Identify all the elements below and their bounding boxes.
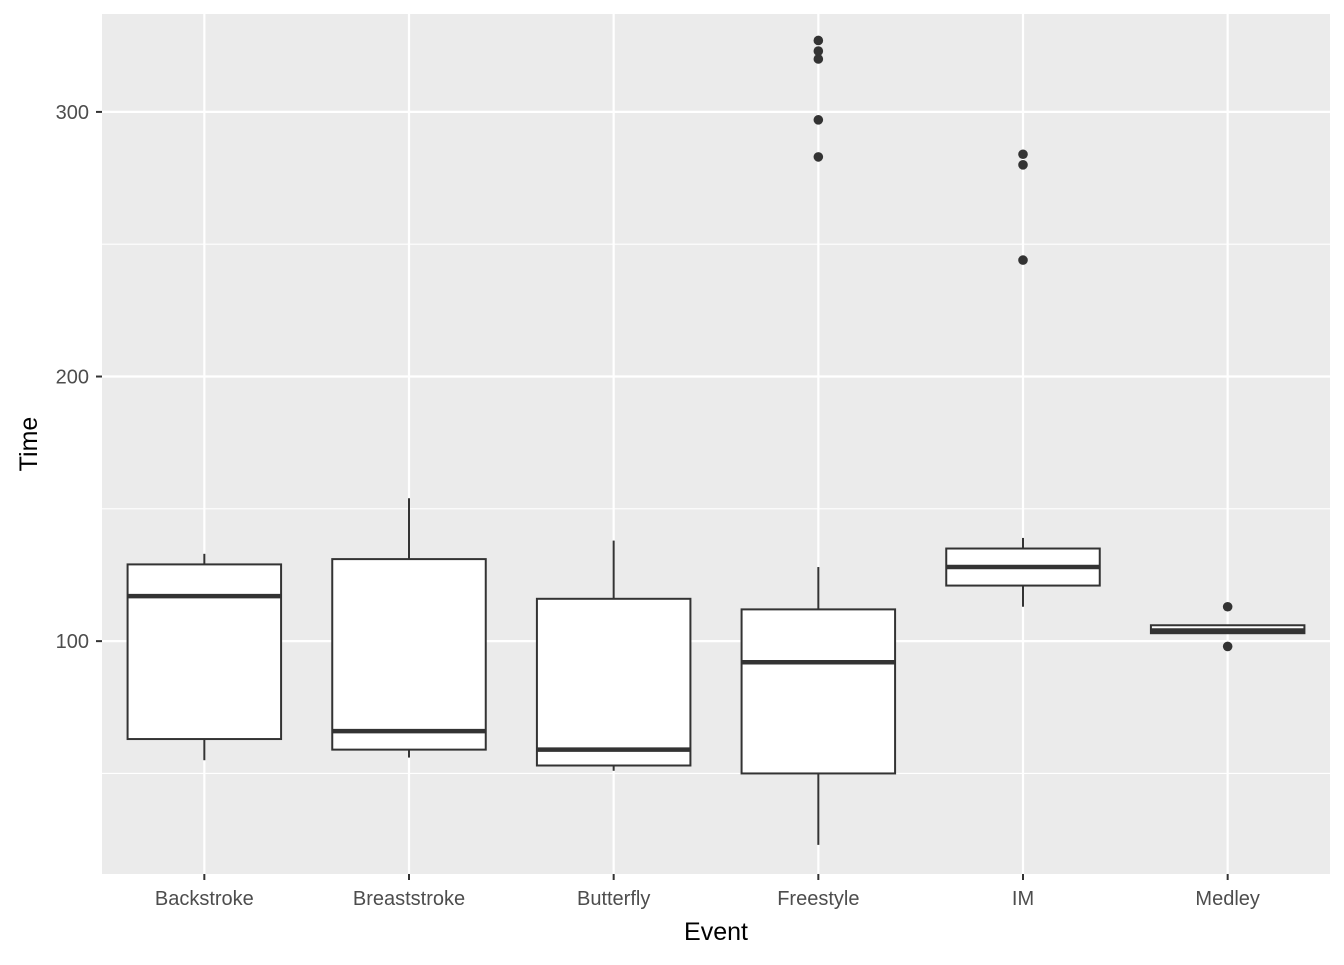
x-tick-label: Backstroke [155,888,254,910]
outlier-point [813,46,824,56]
y-tick-label: 300 [56,102,89,124]
box-freestyle [740,35,897,845]
minor-gridlines [102,243,1330,774]
x-axis: Backstroke Breaststroke Butterfly Freestyle… [155,874,1260,910]
x-tick-label: Breaststroke [353,888,465,910]
y-tick-label: 100 [56,631,89,653]
x-tick-label: Butterfly [577,888,650,910]
box-iqr [740,608,897,775]
outlier-point [1018,149,1028,160]
outlier-point [813,152,824,162]
x-tick-label: Freestyle [777,888,859,910]
outlier-point [813,54,824,64]
box-iqr [126,563,283,741]
box-backstroke [126,553,283,761]
y-axis-title: Time [15,417,43,472]
box-im [945,149,1101,607]
box-iqr [331,558,487,751]
y-axis: 100 200 300 [56,102,102,653]
outlier-point [1018,255,1028,265]
x-axis-title: Event [684,918,748,946]
outlier-point [813,115,824,125]
box-breaststroke [331,498,487,758]
outlier-point [813,35,824,46]
plot-panel [102,14,1330,874]
outlier-point [1222,641,1233,652]
box-medley [1149,601,1306,652]
boxes-layer [126,35,1306,845]
outlier-point [1018,160,1028,170]
x-tick-label: Medley [1195,888,1259,910]
x-tick-label: IM [1012,888,1034,910]
box-butterfly [535,540,692,771]
box-iqr [535,597,692,767]
outlier-point [1222,601,1233,612]
y-tick-label: 200 [56,367,89,389]
